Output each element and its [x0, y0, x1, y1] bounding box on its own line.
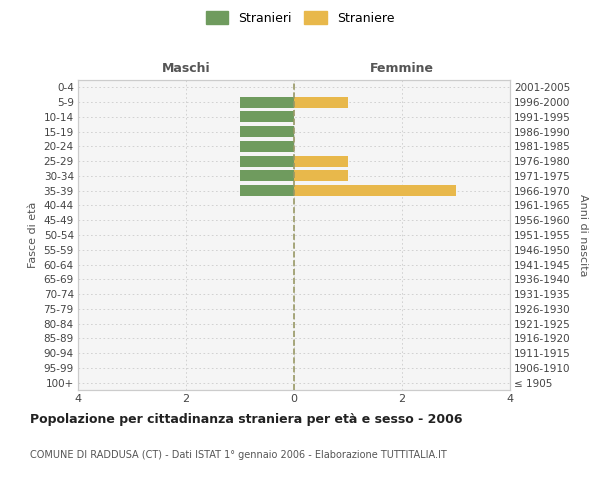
Text: COMUNE DI RADDUSA (CT) - Dati ISTAT 1° gennaio 2006 - Elaborazione TUTTITALIA.IT: COMUNE DI RADDUSA (CT) - Dati ISTAT 1° g…	[30, 450, 447, 460]
Bar	[240, 126, 294, 137]
Bar	[240, 112, 294, 122]
Bar	[294, 170, 348, 181]
Text: Maschi: Maschi	[161, 62, 211, 75]
Bar	[294, 96, 348, 108]
Bar	[294, 156, 348, 166]
Bar	[294, 185, 456, 196]
Bar	[240, 141, 294, 152]
Bar	[240, 156, 294, 166]
Bar	[240, 96, 294, 108]
Legend: Stranieri, Straniere: Stranieri, Straniere	[206, 11, 394, 25]
Text: Femmine: Femmine	[370, 62, 434, 75]
Text: Popolazione per cittadinanza straniera per età e sesso - 2006: Popolazione per cittadinanza straniera p…	[30, 412, 463, 426]
Bar	[240, 170, 294, 181]
Y-axis label: Anni di nascita: Anni di nascita	[578, 194, 587, 276]
Y-axis label: Fasce di età: Fasce di età	[28, 202, 38, 268]
Bar	[240, 185, 294, 196]
